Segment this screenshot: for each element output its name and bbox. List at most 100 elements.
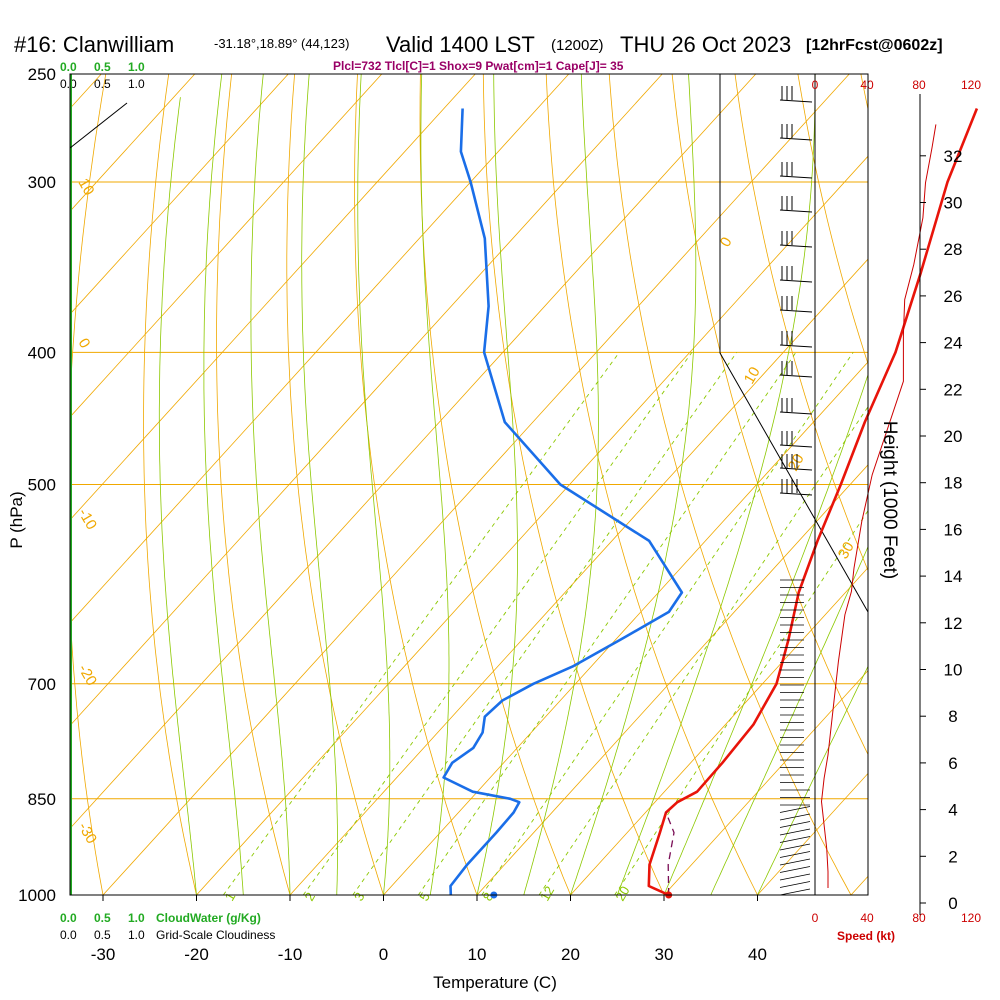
mixing-ratio-line: [352, 352, 738, 895]
wind-barb: [779, 828, 811, 836]
cloudwater-tick-0: 0.0: [60, 60, 77, 74]
wind-barb: [779, 888, 811, 896]
moist-adiabat: [616, 74, 816, 895]
height-tick-label: 8: [948, 707, 957, 726]
height-tick-label: 18: [944, 474, 963, 493]
station-title: #16: Clanwilliam: [14, 32, 174, 57]
cloudiness-label: Grid-Scale Cloudiness: [156, 928, 275, 942]
cloudiness-tick-0: 0.0: [60, 77, 77, 91]
isotherm-line: [70, 74, 663, 727]
isotherm-line: [663, 669, 868, 895]
moist-adiabat: [710, 545, 868, 895]
speed-tick-top: 40: [860, 78, 874, 92]
isotherm-line: [850, 875, 868, 895]
station-coords: -31.18°,18.89° (44,123): [214, 36, 349, 51]
speed-line: [820, 124, 937, 888]
dry-adiabat-label: 20: [785, 451, 808, 474]
speed-tick-top: 80: [912, 78, 926, 92]
cloudwater-tick-1: 0.5: [94, 911, 111, 925]
isotherm-line: [383, 361, 868, 895]
mixing-ratio-label: 12: [537, 883, 557, 903]
moist-adiabat: [570, 74, 697, 895]
moist-adiabat: [476, 74, 518, 895]
mixing-ratio-line: [222, 352, 620, 895]
mixing-ratio-line: [614, 509, 868, 895]
height-tick-label: 16: [944, 520, 963, 539]
plot-clipped: [70, 74, 868, 895]
top-cloudiness-ticks: 0.0 0.5 1.0: [60, 77, 145, 91]
dry-adiabat: [545, 74, 758, 895]
isotherm-line: [70, 74, 757, 830]
dry-adiabat-label: -20: [75, 662, 101, 689]
moist-adiabat: [357, 74, 391, 895]
dry-adiabat: [734, 74, 868, 572]
isotherm-line: [70, 74, 289, 315]
moist-adiabat: [757, 665, 868, 895]
dry-adiabat-label: 0: [75, 336, 94, 352]
height-tick-label: 2: [948, 847, 957, 866]
dry-adiabat-label: 10: [75, 176, 98, 199]
wind-barb: [779, 99, 813, 103]
wind-barb: [779, 843, 811, 851]
bottom-cloudwater-legend: 0.0 0.5 1.0 CloudWater (g/Kg): [60, 911, 261, 925]
dry-adiabat: [216, 74, 291, 895]
speed-tick-top: 0: [812, 78, 819, 92]
valid-utc: (1200Z): [551, 37, 604, 54]
mixing-ratio-line: [302, 352, 693, 895]
wind-barb: [779, 821, 811, 828]
pressure-tick-label: 850: [28, 790, 56, 809]
wind-barb: [779, 813, 811, 821]
wind-barb: [779, 873, 811, 881]
bottom-cloudiness-legend: 0.0 0.5 1.0 Grid-Scale Cloudiness: [60, 928, 275, 942]
height-tick-label: 30: [944, 194, 963, 213]
wind-barbs: [779, 86, 813, 896]
wind-barb: [779, 411, 813, 415]
dry-adiabat: [797, 74, 868, 366]
cloudiness-tick-1: 0.5: [94, 928, 111, 942]
wind-barb: [779, 836, 811, 843]
dry-adiabat-label: 10: [741, 364, 764, 387]
wind-barb: [779, 374, 813, 378]
speed-tick-bottom: 0: [812, 911, 819, 925]
cloudiness-tick-2: 1.0: [128, 77, 145, 91]
mixing-ratio-label: 3: [351, 890, 368, 904]
mixing-ratio-line: [417, 352, 797, 895]
mixing-ratio-line: [481, 352, 854, 895]
wind-barb: [779, 851, 811, 858]
isotherm-line: [70, 74, 570, 624]
forecast-info: [12hrFcst@0602z]: [806, 37, 943, 54]
y2-axis-title: Height (1000 Feet): [879, 421, 900, 579]
isotherm-line: [476, 464, 868, 895]
pressure-tick-label: 700: [28, 675, 56, 694]
x-tick-label: -10: [278, 945, 303, 964]
cloudiness-tick-0: 0.0: [60, 928, 77, 942]
isotherm-line: [70, 74, 383, 418]
mixing-ratio-label: 20: [612, 883, 632, 903]
pressure-tick-label: 300: [28, 173, 56, 192]
dry-adiabat-label: 30: [835, 539, 858, 562]
cloudiness-line: [70, 102, 128, 149]
wind-barb: [779, 492, 813, 496]
isotherm-line: [289, 258, 868, 895]
dry-adiabat: [671, 74, 868, 756]
x-axis-title: Temperature (C): [433, 973, 557, 992]
x-tick-label: 40: [748, 945, 767, 964]
wind-barb: [779, 866, 811, 873]
height-tick-label: 24: [944, 334, 963, 353]
pressure-tick-label: 250: [28, 65, 56, 84]
series-temperature: [647, 108, 979, 897]
height-tick-label: 20: [944, 427, 963, 446]
speed-tick-top: 120: [961, 78, 981, 92]
series-parcel: [665, 812, 675, 896]
speed-tick-bottom: 80: [912, 911, 926, 925]
speed-label: Speed (kt): [837, 929, 895, 943]
top-cloudwater-ticks: 0.0 0.5 1.0: [60, 60, 145, 74]
dry-adiabat-label: -30: [75, 820, 101, 847]
moist-adiabat: [663, 373, 868, 895]
dry-adiabat: [143, 74, 197, 895]
dry-adiabat: [608, 74, 852, 895]
mixing-ratio-label: 1: [222, 890, 239, 904]
